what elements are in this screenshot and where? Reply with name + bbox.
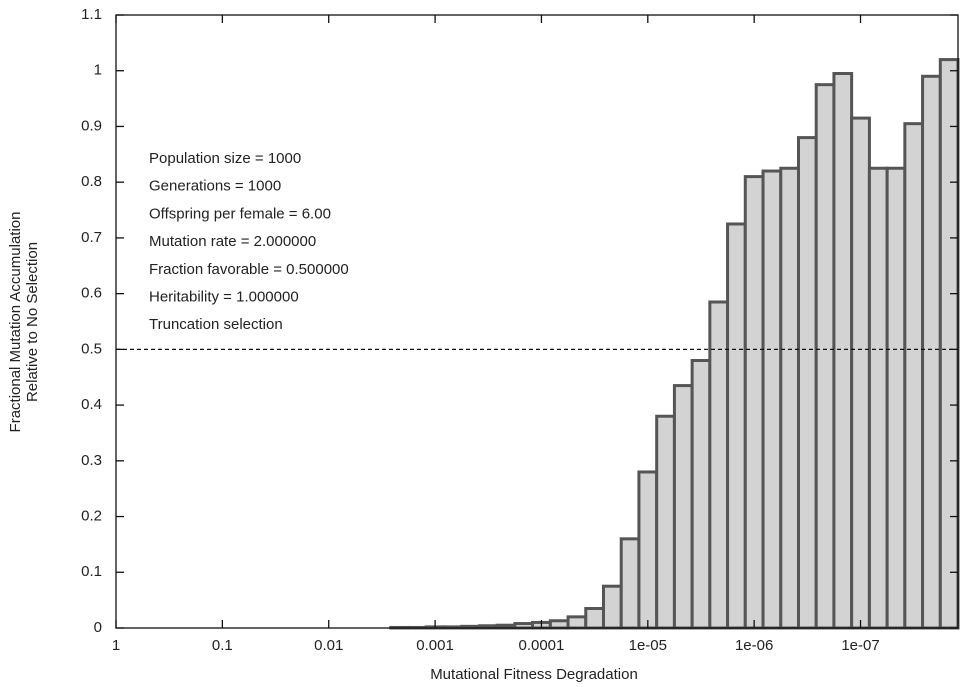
- annotation: Fraction favorable = 0.500000: [149, 261, 349, 278]
- x-tick-label: 0.001: [416, 637, 454, 654]
- bar: [938, 58, 960, 630]
- bar: [796, 136, 818, 630]
- bar: [655, 414, 676, 630]
- x-tick-label: 0.01: [314, 637, 343, 654]
- bar: [584, 606, 605, 630]
- annotation: Generations = 1000: [149, 178, 281, 195]
- bar: [548, 619, 570, 630]
- bar: [850, 116, 871, 630]
- y-tick-label: 0.4: [81, 396, 102, 413]
- x-tick-label: 1e-07: [841, 637, 879, 654]
- y-tick-label: 0: [94, 619, 102, 636]
- x-tick-label: 0.1: [212, 637, 233, 654]
- x-tick-label: 0.0001: [518, 637, 564, 654]
- bar: [690, 359, 712, 630]
- bar: [726, 222, 747, 630]
- bar: [637, 470, 659, 630]
- annotation: Mutation rate = 2.000000: [149, 233, 316, 250]
- y-axis-label-line: Relative to No Selection: [24, 242, 41, 402]
- bar: [601, 584, 623, 630]
- y-axis-label-line: Fractional Mutation Accumulation: [7, 212, 24, 433]
- x-axis-label: Mutational Fitness Degradation: [430, 666, 638, 683]
- y-tick-label: 0.3: [81, 452, 102, 469]
- y-tick-label: 0.5: [81, 340, 102, 357]
- y-tick-label: 0.8: [81, 173, 102, 190]
- bar: [814, 83, 836, 630]
- y-tick-label: 0.2: [81, 508, 102, 525]
- annotation: Offspring per female = 6.00: [149, 205, 331, 222]
- bar: [743, 175, 765, 630]
- annotation: Heritability = 1.000000: [149, 288, 299, 305]
- y-tick-label: 0.1: [81, 563, 102, 580]
- bar: [672, 384, 694, 630]
- bar: [779, 166, 800, 630]
- bar: [921, 74, 942, 630]
- y-tick-label: 1.1: [81, 6, 102, 23]
- y-tick-label: 0.9: [81, 117, 102, 134]
- y-axis-label: Fractional Mutation Accumulation Relativ…: [7, 212, 41, 433]
- bar: [513, 622, 535, 630]
- annotation: Truncation selection: [149, 316, 283, 333]
- y-tick-label: 0.6: [81, 285, 102, 302]
- bar: [885, 166, 907, 630]
- y-tick-label: 0.7: [81, 229, 102, 246]
- x-tick-label: 1: [112, 637, 120, 654]
- bar: [867, 166, 889, 630]
- bar: [903, 122, 925, 630]
- x-tick-label: 1e-05: [629, 637, 667, 654]
- bar: [708, 300, 730, 630]
- annotation: Population size = 1000: [149, 150, 301, 167]
- plot-frame: [115, 14, 959, 629]
- bar: [619, 537, 641, 630]
- y-tick-label: 1: [94, 62, 102, 79]
- bar: [832, 72, 854, 630]
- x-tick-label: 1e-06: [735, 637, 773, 654]
- bar: [566, 615, 588, 630]
- bar: [761, 169, 783, 630]
